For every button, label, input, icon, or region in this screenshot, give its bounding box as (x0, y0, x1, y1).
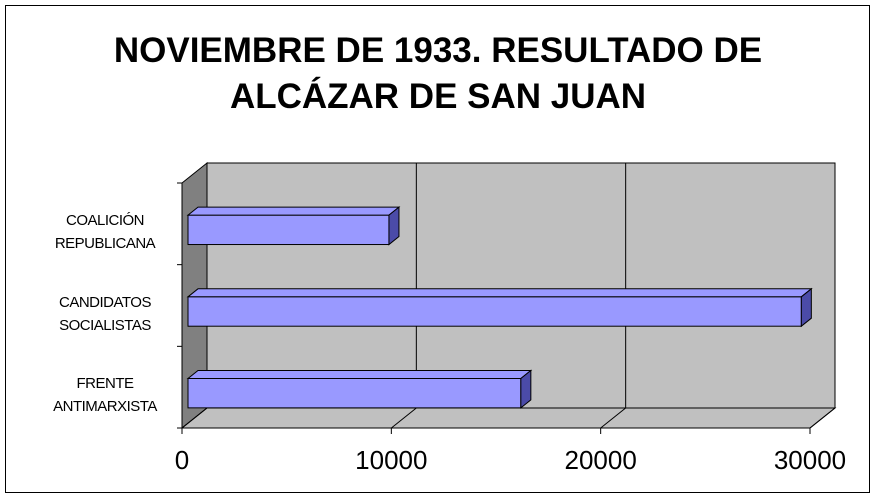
x-tick-label: 30000 (774, 445, 846, 475)
grid-line (809, 407, 836, 429)
bar-side (520, 369, 532, 409)
y-tick-label: COALICIÓN REPUBLICANA (54, 211, 156, 252)
bar-top (186, 206, 401, 216)
chart-title: NOVIEMBRE DE 1933. RESULTADO DE ALCÁZAR … (113, 31, 763, 116)
back-wall (206, 162, 836, 409)
y-tick-label: CANDIDATOS SOCIALISTAS (59, 293, 151, 334)
grid-line (391, 407, 417, 429)
bar-side (388, 206, 400, 246)
x-tick-label: 10000 (355, 445, 427, 475)
floor (180, 407, 837, 429)
x-tick-label: 20000 (565, 445, 637, 475)
y-tick-label: FRENTE ANTIMARXISTA (53, 375, 157, 416)
bar-top (186, 288, 813, 298)
grid-line (181, 407, 208, 429)
bar (187, 214, 390, 246)
bar (187, 377, 522, 409)
grid-line (600, 407, 626, 429)
x-tick-label: 0 (175, 445, 189, 475)
bar-side (800, 287, 812, 328)
bar (187, 296, 802, 327)
bar-top (186, 369, 533, 379)
